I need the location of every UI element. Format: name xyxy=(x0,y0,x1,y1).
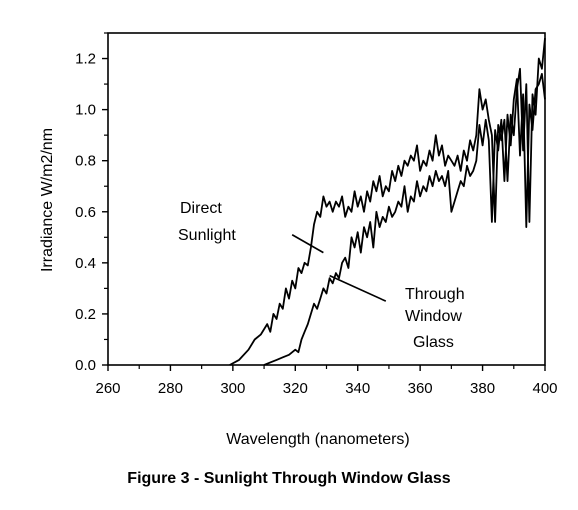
annotation-direct-pointer xyxy=(291,234,324,254)
series-layer xyxy=(229,38,546,366)
annotation-glass-line1: Through xyxy=(405,286,465,303)
series-line-direct-sunlight xyxy=(229,38,546,366)
x-tick-label: 340 xyxy=(345,380,370,397)
x-axis-ticks: 260 280 300 320 340 360 380 400 xyxy=(95,365,558,397)
y-tick-label: 0.6 xyxy=(75,204,96,221)
plot-frame xyxy=(107,32,546,366)
annotation-direct-line2: Sunlight xyxy=(178,227,236,244)
annotation-window-glass: Through Window Glass xyxy=(329,274,465,351)
y-tick-label: 0.2 xyxy=(75,306,96,323)
y-tick-label: 0.4 xyxy=(75,255,96,272)
x-tick-label: 260 xyxy=(95,380,120,397)
annotation-glass-line2: Window xyxy=(405,308,462,325)
x-tick-label: 380 xyxy=(470,380,495,397)
x-tick-label: 360 xyxy=(408,380,433,397)
y-tick-label: 0.8 xyxy=(75,153,96,170)
annotation-direct-line1: Direct xyxy=(180,200,222,217)
y-axis-ticks: 0.0 0.2 0.4 0.6 0.8 1.0 1.2 xyxy=(75,32,108,374)
series-line-through-window-glass xyxy=(263,73,546,366)
x-tick-label: 300 xyxy=(220,380,245,397)
x-axis-title: Wavelength (nanometers) xyxy=(226,431,410,448)
annotation-direct-sunlight: Direct Sunlight xyxy=(178,200,324,254)
x-tick-label: 280 xyxy=(158,380,183,397)
y-tick-label: 1.2 xyxy=(75,51,96,68)
annotation-glass-pointer xyxy=(329,274,387,302)
x-tick-label: 320 xyxy=(283,380,308,397)
plot-area-border xyxy=(107,32,546,366)
y-axis-title: Irradiance W/m2/nm xyxy=(39,128,56,272)
y-tick-label: 1.0 xyxy=(75,102,96,119)
x-tick-label: 400 xyxy=(532,380,557,397)
figure-caption: Figure 3 - Sunlight Through Window Glass xyxy=(127,470,451,487)
annotation-glass-line3: Glass xyxy=(413,334,454,351)
y-tick-label: 0.0 xyxy=(75,357,96,374)
